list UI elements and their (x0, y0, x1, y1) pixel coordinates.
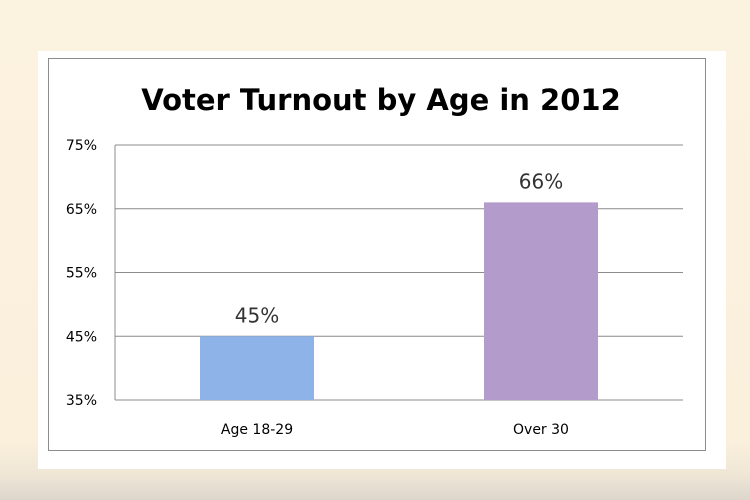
y-tick-label: 35% (66, 393, 97, 409)
y-tick-label: 65% (66, 202, 97, 218)
y-tick-label: 75% (66, 138, 97, 154)
x-tick-label: Over 30 (513, 422, 569, 438)
chart-title: Voter Turnout by Age in 2012 (141, 83, 621, 117)
data-labels: 45% 66% (235, 169, 563, 327)
bars (200, 202, 598, 400)
bar-over-30 (484, 202, 598, 400)
bar-age-18-29 (200, 336, 314, 400)
x-tick-label: Age 18-29 (221, 422, 293, 438)
x-axis-tick-labels: Age 18-29 Over 30 (221, 422, 569, 438)
y-tick-label: 45% (66, 329, 97, 345)
data-label: 45% (235, 303, 279, 327)
y-axis-tick-labels: 35% 45% 55% 65% 75% (66, 138, 97, 409)
y-tick-label: 55% (66, 266, 97, 282)
data-label: 66% (519, 169, 563, 193)
